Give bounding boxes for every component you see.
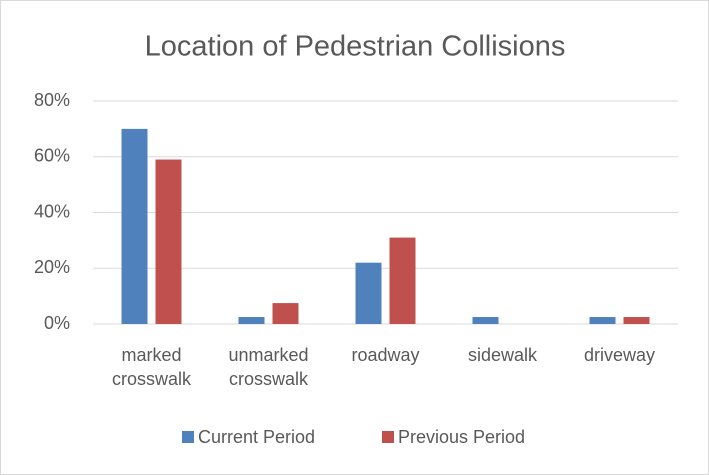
x-tick-label: unmarked crosswalk bbox=[228, 345, 309, 389]
bar bbox=[121, 128, 148, 324]
bar bbox=[272, 303, 299, 324]
bar bbox=[155, 159, 182, 324]
bar bbox=[238, 317, 265, 324]
x-tick-label: sidewalk bbox=[467, 345, 538, 365]
chart-title: Location of Pedestrian Collisions bbox=[145, 31, 566, 63]
bar bbox=[623, 317, 650, 324]
x-tick-label: roadway bbox=[351, 345, 420, 365]
legend-swatch bbox=[182, 431, 194, 443]
y-tick-label: 20% bbox=[34, 257, 70, 277]
y-tick-label: 0% bbox=[44, 313, 70, 333]
legend-swatch bbox=[382, 431, 394, 443]
legend-label: Previous Period bbox=[398, 427, 525, 447]
bar bbox=[589, 317, 616, 324]
bar bbox=[355, 262, 382, 324]
x-tick-label: driveway bbox=[583, 345, 656, 365]
bar bbox=[389, 237, 416, 324]
bar bbox=[472, 317, 499, 324]
legend-label: Current Period bbox=[198, 427, 315, 447]
y-tick-label: 80% bbox=[34, 90, 70, 110]
y-tick-label: 60% bbox=[34, 146, 70, 166]
x-tick-label: marked crosswalk bbox=[111, 345, 191, 389]
y-tick-label: 40% bbox=[34, 201, 70, 221]
